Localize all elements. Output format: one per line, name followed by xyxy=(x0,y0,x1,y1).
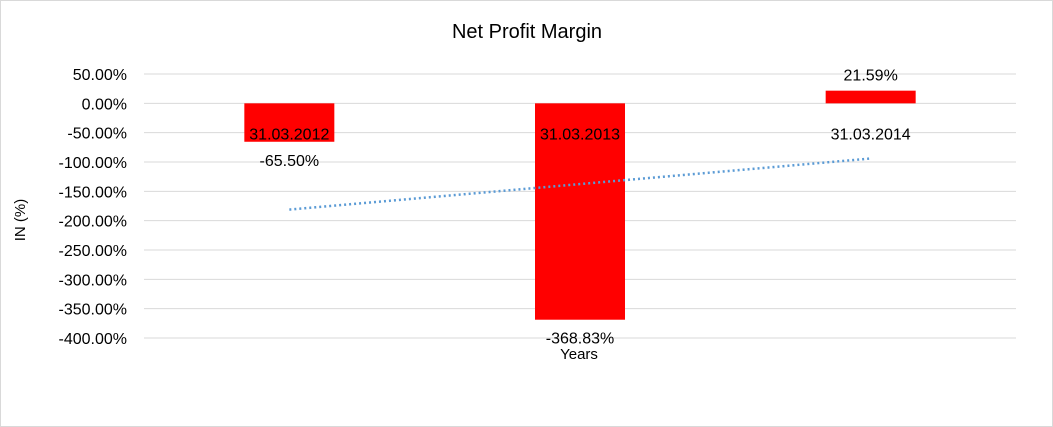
y-tick-label: -300.00% xyxy=(59,272,128,289)
y-tick-label: -350.00% xyxy=(59,302,128,319)
x-tick-label: 31.03.2012 xyxy=(249,126,329,143)
y-tick-label: -250.00% xyxy=(59,243,128,260)
y-tick-label: -400.00% xyxy=(59,331,128,348)
y-tick-label: 50.00% xyxy=(73,67,127,84)
x-tick-label: 31.03.2013 xyxy=(540,126,620,143)
y-tick-label: -200.00% xyxy=(59,214,128,231)
y-axis-label: IN (%) xyxy=(12,199,29,242)
x-axis-label: Years xyxy=(560,346,598,363)
data-label: -65.50% xyxy=(260,153,320,170)
chart-title: Net Profit Margin xyxy=(452,21,602,43)
y-tick-label: 0.00% xyxy=(82,96,127,113)
x-tick-label: 31.03.2014 xyxy=(831,126,911,143)
bar xyxy=(244,103,335,142)
data-label: 21.59% xyxy=(844,68,898,85)
y-tick-label: -50.00% xyxy=(67,126,127,143)
trendline xyxy=(289,157,871,211)
data-label: -368.83% xyxy=(546,331,615,348)
y-tick-label: -150.00% xyxy=(59,184,128,201)
bar xyxy=(535,103,625,320)
y-tick-label: -100.00% xyxy=(59,155,128,172)
bar xyxy=(825,90,916,104)
